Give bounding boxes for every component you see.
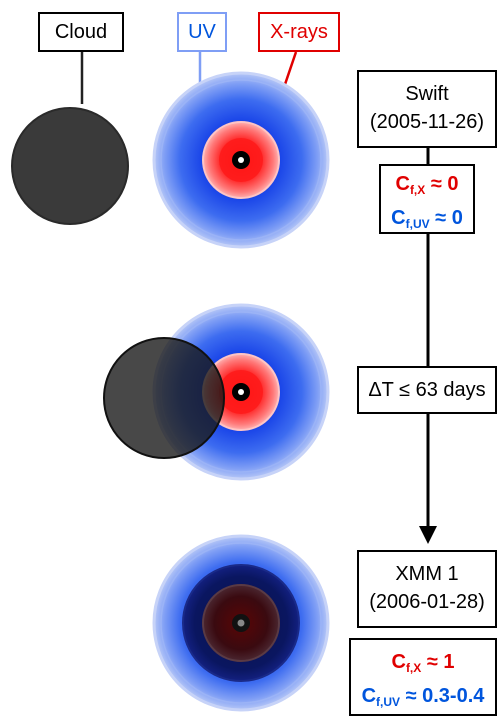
- swift-cfuv: Cf,UV ≈ 0: [391, 207, 463, 231]
- xmm-observation-box: XMM 1 (2006-01-28): [357, 550, 497, 628]
- xmm-cfuv: Cf,UV ≈ 0.3-0.4: [361, 685, 485, 709]
- xmm-cfx: Cf,X ≈ 1: [391, 651, 455, 675]
- central-source-dot: [238, 157, 244, 163]
- xmm-name: XMM 1: [395, 563, 459, 585]
- cloud-label: Cloud: [38, 12, 124, 52]
- uv-label-text: UV: [188, 21, 216, 43]
- swift-cfx: Cf,X ≈ 0: [395, 173, 459, 197]
- uv-ring: [160, 79, 322, 241]
- uv-label: UV: [177, 12, 227, 52]
- xrays-label: X-rays: [258, 12, 340, 52]
- cloud-label-text: Cloud: [54, 21, 108, 43]
- swift-date: (2005-11-26): [369, 111, 485, 133]
- central-source-dot: [237, 619, 245, 627]
- uv-ring: [160, 542, 322, 704]
- time-interval-box: ΔT ≤ 63 days: [357, 366, 497, 414]
- swift-covering-fraction-box: Cf,X ≈ 0 Cf,UV ≈ 0: [379, 164, 475, 234]
- time-interval-text: ΔT ≤ 63 days: [368, 379, 486, 401]
- swift-source: [152, 71, 330, 249]
- xmm-date: (2006-01-28): [369, 591, 485, 613]
- xrays-label-text: X-rays: [270, 21, 328, 43]
- xmm-covering-fraction-box: Cf,X ≈ 1 Cf,UV ≈ 0.3-0.4: [349, 638, 497, 716]
- cloud-shape-transit: [103, 337, 225, 459]
- central-source-dot: [238, 389, 244, 395]
- timeline-arrowhead: [419, 526, 437, 544]
- xmm-source: [152, 534, 330, 712]
- swift-name: Swift: [405, 83, 449, 105]
- cloud-shape: [11, 107, 129, 225]
- swift-observation-box: Swift (2005-11-26): [357, 70, 497, 148]
